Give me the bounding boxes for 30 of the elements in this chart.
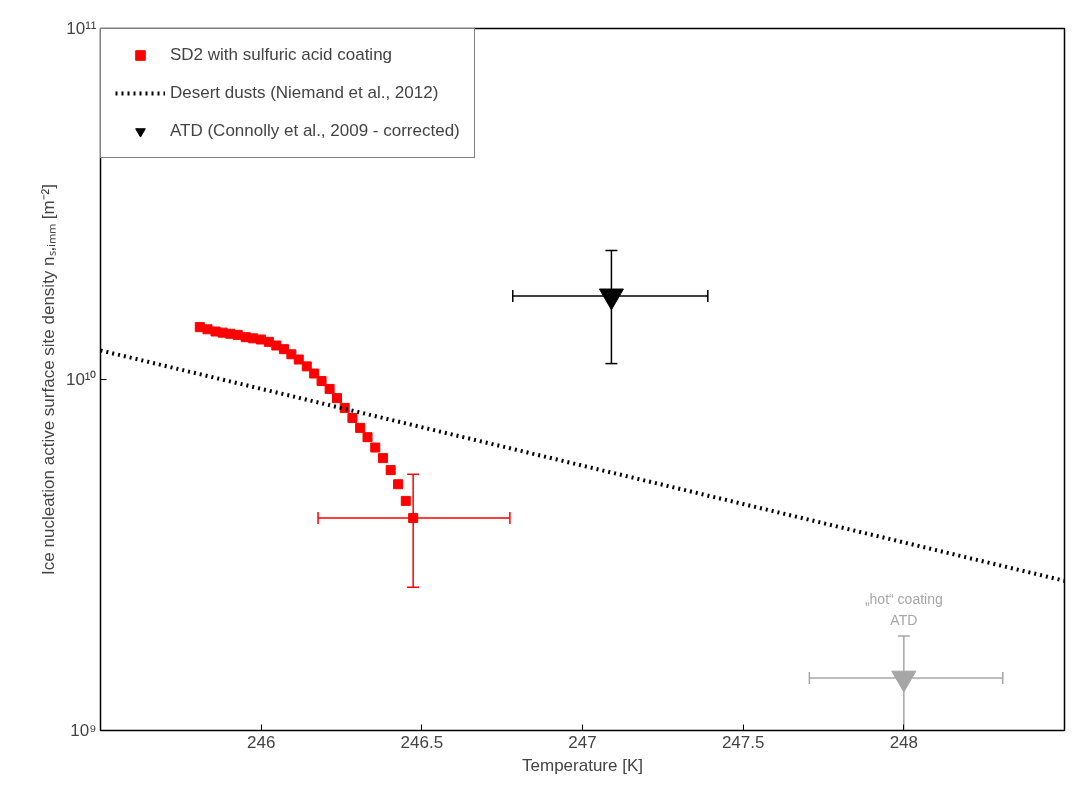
point bbox=[408, 513, 419, 524]
x-tick-label: 248 bbox=[889, 732, 919, 752]
point bbox=[255, 334, 266, 345]
point bbox=[347, 412, 358, 423]
y-axis-title: Ice nucleation active surface site density nₛ,ᵢₘₘ [m⁻²] bbox=[38, 184, 58, 575]
x-tick-label: 247 bbox=[568, 732, 597, 752]
point bbox=[393, 479, 404, 490]
legend-label: SD2 with sulfuric acid coating bbox=[170, 45, 393, 65]
y-tick-label: 10¹¹ bbox=[66, 19, 97, 38]
point bbox=[385, 465, 396, 476]
x-tick-label: 246 bbox=[246, 732, 276, 752]
annotation: „hot“ coating ATD bbox=[864, 591, 943, 628]
y-tick-label: 10¹⁰ bbox=[65, 370, 97, 389]
point bbox=[332, 393, 342, 404]
point bbox=[355, 422, 366, 433]
legend-label: Desert dusts (Niemand et al., 2012) bbox=[170, 83, 439, 103]
legend-label: ATD (Connolly et al., 2009 - corrected) bbox=[170, 121, 460, 141]
point bbox=[293, 354, 304, 365]
point bbox=[301, 361, 312, 372]
point bbox=[309, 368, 320, 379]
x-tick-label: 246.5 bbox=[400, 732, 444, 752]
point bbox=[370, 442, 381, 453]
point bbox=[400, 495, 411, 506]
point bbox=[377, 453, 388, 464]
point bbox=[316, 376, 327, 387]
point bbox=[362, 432, 373, 443]
y-tick-label: 10⁹ bbox=[70, 721, 97, 740]
point bbox=[324, 383, 335, 394]
x-tick-label: 247.5 bbox=[721, 732, 765, 752]
x-axis-title: Temperature [K] bbox=[522, 755, 643, 775]
